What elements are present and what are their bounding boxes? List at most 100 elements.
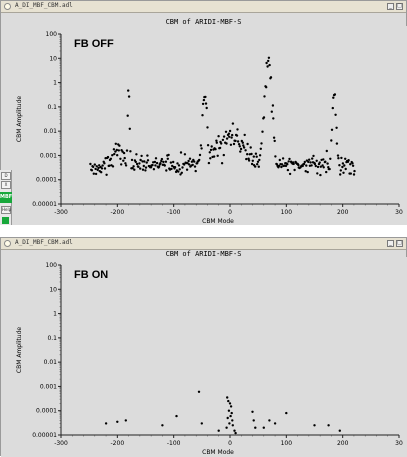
data-point xyxy=(144,166,148,169)
data-point xyxy=(200,422,203,425)
x-tick-label: -100 xyxy=(167,440,181,447)
data-point xyxy=(163,164,166,167)
data-point xyxy=(114,150,117,153)
data-point xyxy=(247,159,251,162)
window-menu-icon[interactable] xyxy=(4,240,11,247)
minimize-button[interactable]: _ xyxy=(387,3,394,10)
x-axis-label: CBM Mode xyxy=(202,218,234,225)
data-point xyxy=(133,168,136,171)
y-tick-label: 100 xyxy=(46,262,58,269)
data-point xyxy=(210,145,213,148)
data-point xyxy=(115,148,119,152)
data-point xyxy=(254,165,257,168)
data-point xyxy=(306,170,309,174)
data-point xyxy=(183,163,186,166)
data-point xyxy=(307,160,310,164)
data-point xyxy=(149,166,153,169)
side-button-d[interactable]: D xyxy=(1,172,11,180)
window-titlebar[interactable]: A_DI_MBF_CBM.adl _ □ xyxy=(1,238,406,250)
data-point xyxy=(117,149,121,152)
data-point xyxy=(227,409,231,412)
data-point xyxy=(198,153,202,157)
data-point xyxy=(194,169,197,173)
window-title: A_DI_MBF_CBM.adl xyxy=(15,2,73,9)
data-point xyxy=(151,163,154,167)
data-point xyxy=(267,59,270,63)
data-point xyxy=(256,163,259,166)
data-point xyxy=(200,147,203,150)
data-point xyxy=(171,164,174,168)
data-point xyxy=(197,390,201,393)
data-point xyxy=(310,164,313,167)
side-button-x[interactable]: X xyxy=(1,181,11,189)
data-point xyxy=(268,63,271,67)
data-point xyxy=(309,161,312,164)
data-point xyxy=(335,126,338,129)
data-point xyxy=(254,426,257,429)
maximize-button[interactable]: □ xyxy=(396,3,403,10)
minimize-button[interactable]: _ xyxy=(387,240,394,247)
data-point xyxy=(228,402,232,405)
x-tick-label: -300 xyxy=(54,440,68,447)
data-point xyxy=(284,164,288,168)
data-point xyxy=(198,158,201,162)
data-point xyxy=(235,134,239,137)
data-point xyxy=(251,159,254,162)
data-point xyxy=(227,132,231,135)
data-point xyxy=(269,76,273,79)
data-point xyxy=(225,426,228,429)
data-point xyxy=(125,149,129,152)
data-point xyxy=(272,136,276,139)
data-point xyxy=(101,164,104,167)
data-point xyxy=(327,424,330,427)
data-point xyxy=(187,163,191,166)
data-point xyxy=(166,157,169,160)
data-point xyxy=(170,167,173,171)
data-point xyxy=(330,128,334,131)
data-point xyxy=(159,162,162,165)
data-point xyxy=(250,162,254,166)
data-point xyxy=(116,420,119,423)
maximize-button[interactable]: □ xyxy=(396,240,403,247)
data-point xyxy=(100,171,103,174)
data-point xyxy=(316,172,319,175)
data-point xyxy=(318,161,321,164)
data-point xyxy=(234,139,237,143)
data-point xyxy=(353,169,356,173)
data-point xyxy=(340,156,343,160)
data-point xyxy=(261,130,264,133)
data-point xyxy=(250,152,253,156)
data-point xyxy=(347,159,350,162)
data-point xyxy=(139,158,142,162)
y-tick-label: 10 xyxy=(49,55,57,62)
data-point xyxy=(220,142,223,145)
y-tick-label: 0.1 xyxy=(47,335,57,342)
data-point xyxy=(204,95,207,99)
data-point xyxy=(137,165,140,168)
data-point xyxy=(331,106,334,110)
data-point xyxy=(341,165,344,169)
x-tick-label: -200 xyxy=(111,209,125,216)
data-point xyxy=(230,411,233,415)
status-indicator: MBF xyxy=(0,192,12,203)
help-button[interactable]: Help xyxy=(1,206,12,214)
data-point xyxy=(218,146,222,150)
data-point xyxy=(167,153,170,157)
data-point xyxy=(259,147,262,150)
data-point xyxy=(228,129,232,133)
data-point xyxy=(239,147,243,151)
data-point xyxy=(256,160,260,163)
data-point xyxy=(231,133,234,137)
window-menu-icon[interactable] xyxy=(4,3,11,10)
data-point xyxy=(262,426,265,429)
data-point xyxy=(344,167,347,171)
data-point xyxy=(106,155,110,159)
data-point xyxy=(232,142,236,146)
data-point xyxy=(278,158,281,162)
window-titlebar[interactable]: A_DI_MBF_CBM.adl _ □ xyxy=(1,1,406,13)
data-point xyxy=(239,150,242,153)
data-point xyxy=(260,142,263,145)
fb-state-label: FB ON xyxy=(74,269,108,281)
data-point xyxy=(329,157,332,160)
y-tick-label: 1 xyxy=(53,311,57,318)
